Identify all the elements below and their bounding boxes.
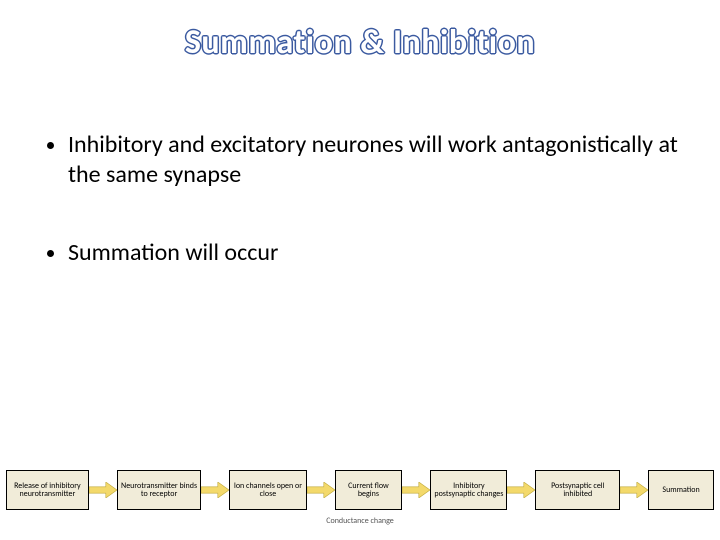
bullet-item: Summation will occur: [68, 238, 678, 268]
arrow-right-icon: [507, 470, 535, 510]
flow-node: Summation: [648, 470, 714, 510]
flow-node: Inhibitory postsynaptic changes: [430, 470, 507, 510]
slide-title: Summation & Inhibition: [185, 22, 535, 63]
flow-node: Postsynaptic cell inhibited: [535, 470, 620, 510]
flow-caption: Conductance change: [326, 516, 394, 526]
flow-node: Neurotransmitter binds to receptor: [117, 470, 202, 510]
flow-node: Release of inhibitory neurotransmitter: [6, 470, 89, 510]
arrow-right-icon: [89, 470, 117, 510]
arrow-right-icon: [307, 470, 335, 510]
bullet-item: Inhibitory and excitatory neurones will …: [68, 130, 678, 190]
slide: Summation & Inhibition Inhibitory and ex…: [0, 0, 720, 540]
flow-diagram: Release of inhibitory neurotransmitter Ne…: [6, 470, 714, 510]
slide-title-wrap: Summation & Inhibition: [0, 22, 720, 63]
flow-node: Current flow begins: [335, 470, 403, 510]
bullet-list: Inhibitory and excitatory neurones will …: [38, 130, 678, 316]
arrow-right-icon: [201, 470, 229, 510]
arrow-right-icon: [620, 470, 648, 510]
flow-node: Ion channels open or close: [229, 470, 306, 510]
arrow-right-icon: [402, 470, 430, 510]
